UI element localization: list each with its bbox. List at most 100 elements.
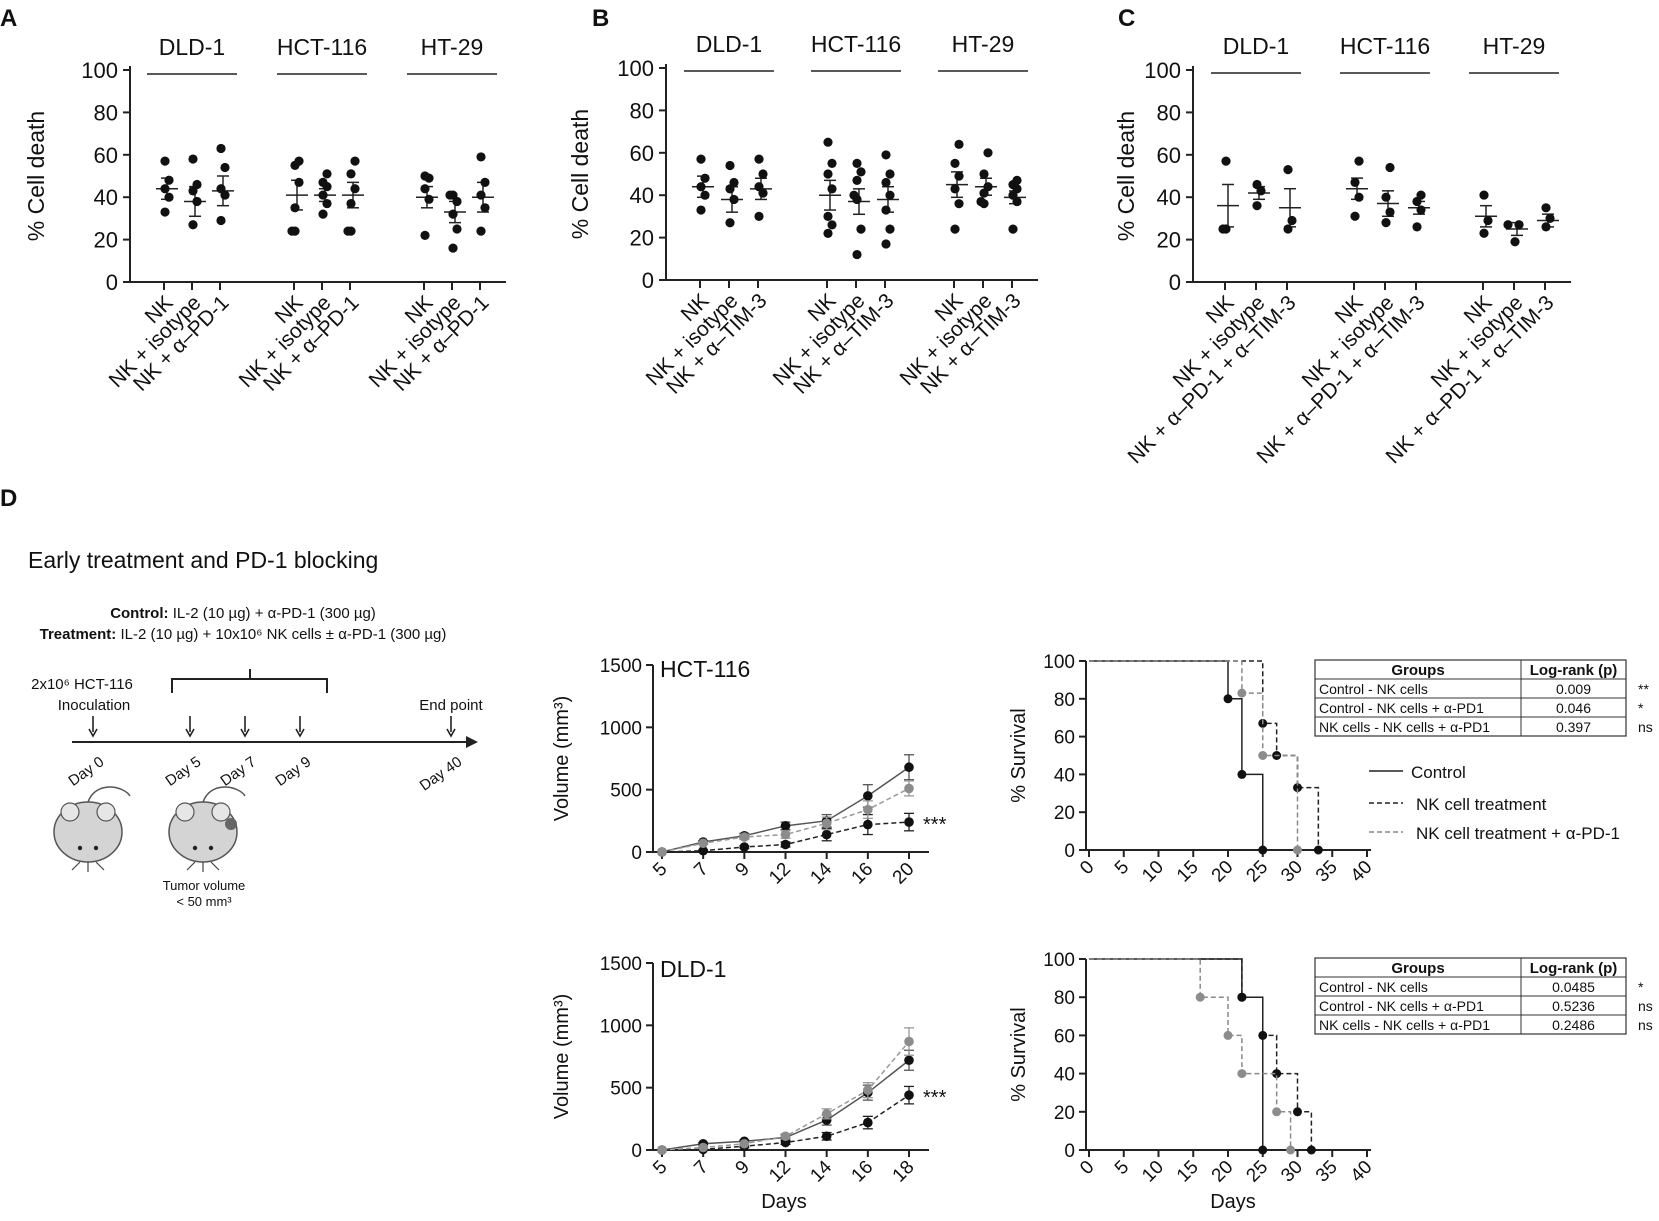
- data-point: [322, 198, 332, 209]
- data-point: [780, 1131, 791, 1142]
- table-cell-significance: ns: [1638, 1017, 1653, 1033]
- data-point: [821, 1131, 832, 1142]
- significance-label: ***: [923, 814, 947, 836]
- x-tick-label: 18: [889, 1157, 919, 1187]
- table-cell-p: 0.0485: [1552, 979, 1595, 995]
- y-tick-label: 60: [94, 143, 118, 168]
- data-point: [424, 194, 434, 204]
- data-point: [216, 143, 226, 154]
- data-point: [983, 148, 993, 158]
- table-cell-p: 0.046: [1556, 700, 1591, 716]
- censor-point: [1272, 1107, 1282, 1117]
- data-point: [780, 821, 791, 831]
- data-point: [821, 1109, 832, 1119]
- table-cell-group: NK cells - NK cells + α-PD1: [1319, 719, 1490, 735]
- y-tick-label: 0: [631, 843, 642, 864]
- timeline-day-label: Day 9: [272, 753, 314, 789]
- x-tick-label: 25: [1242, 857, 1272, 887]
- censor-point: [1286, 1145, 1296, 1155]
- data-point: [1412, 222, 1422, 232]
- censor-point: [1223, 694, 1233, 704]
- survival-curve: [1089, 660, 1264, 850]
- y-tick-label: 0: [1064, 1141, 1075, 1162]
- data-point: [885, 224, 895, 234]
- x-tick-label: 9: [732, 859, 754, 881]
- data-point: [758, 169, 768, 179]
- hct116-volume-chart: 0 500 1000 1500 Volume (mm³) HCT-116 5 7 9 12 14 16…: [551, 656, 947, 888]
- data-point: [1385, 162, 1395, 173]
- table-header-groups: Groups: [1391, 662, 1444, 679]
- data-point: [698, 1142, 708, 1153]
- y-axis-label: % Survival: [1008, 1007, 1030, 1101]
- data-point: [904, 783, 914, 794]
- data-point: [696, 182, 706, 192]
- data-point: [823, 228, 833, 238]
- y-axis-label: % Cell death: [567, 109, 593, 239]
- table-cell-group: Control - NK cells + α-PD1: [1319, 998, 1484, 1014]
- censor-point: [1306, 1145, 1316, 1155]
- x-tick-label: 30: [1277, 857, 1307, 887]
- data-point: [881, 239, 891, 249]
- significance-label: ***: [923, 1087, 947, 1109]
- schema-control: Control: IL-2 (10 µg) + α-PD-1 (300 µg): [110, 605, 376, 622]
- data-point: [729, 194, 739, 205]
- y-tick-label: 20: [630, 226, 654, 251]
- timeline-day-label: Day 7: [217, 753, 259, 789]
- table-cell-group: Control - NK cells + α-PD1: [1319, 700, 1484, 716]
- data-point: [821, 829, 832, 840]
- data-point: [1252, 179, 1262, 190]
- data-point: [739, 832, 750, 842]
- data-point: [160, 207, 170, 217]
- data-point: [1416, 190, 1426, 200]
- y-tick-label: 60: [1157, 143, 1181, 168]
- y-tick-label: 100: [1043, 950, 1075, 971]
- timeline-day-label: Day 5: [162, 753, 204, 789]
- x-tick-label: 9: [732, 1157, 754, 1179]
- x-tick-label: 7: [690, 859, 712, 881]
- chart-title: DLD-1: [660, 956, 726, 982]
- data-point: [954, 171, 964, 181]
- x-tick-label: 0: [1076, 857, 1098, 879]
- data-point: [881, 177, 891, 188]
- timeline-arrowhead: [446, 728, 456, 738]
- data-point: [448, 243, 458, 253]
- legend-label-control: Control: [1411, 763, 1466, 782]
- y-axis-label: Volume (mm³): [551, 696, 573, 822]
- censor-point: [1293, 845, 1302, 855]
- inoculation-line1: 2x10⁶ HCT-116: [31, 676, 133, 693]
- data-point: [1503, 220, 1513, 230]
- data-point: [881, 205, 891, 215]
- y-tick-label: 20: [94, 228, 118, 253]
- table-cell-significance: **: [1638, 681, 1649, 697]
- group-label: HCT-116: [811, 31, 901, 57]
- timeline-arrowhead: [240, 728, 250, 738]
- data-point: [448, 209, 458, 219]
- censor-point: [1293, 783, 1302, 793]
- table-cell-significance: ns: [1638, 998, 1653, 1014]
- survival-curve: [1089, 958, 1264, 1150]
- y-axis-label: % Survival: [1008, 708, 1030, 802]
- y-tick-label: 1500: [600, 656, 642, 677]
- data-point: [420, 184, 430, 194]
- data-point: [294, 156, 304, 166]
- data-point: [1381, 218, 1391, 228]
- data-point: [476, 152, 486, 162]
- table-cell-significance: ns: [1638, 719, 1653, 735]
- data-point: [1012, 175, 1022, 185]
- mouse-icon: [53, 786, 131, 872]
- data-point: [725, 218, 735, 228]
- y-tick-label: 0: [1064, 841, 1075, 862]
- y-tick-label: 100: [1144, 58, 1181, 83]
- group-label: HT-29: [952, 31, 1015, 57]
- data-point: [821, 818, 832, 829]
- group-label: HT-29: [421, 34, 484, 60]
- data-point: [954, 139, 964, 149]
- group-label: DLD-1: [696, 31, 762, 57]
- timeline-arrowhead: [466, 736, 478, 748]
- survival-curve: [1089, 660, 1299, 850]
- legend-label-nk-pd1: NK cell treatment + α-PD-1: [1416, 824, 1620, 843]
- data-point: [904, 1036, 914, 1047]
- data-point: [1283, 224, 1293, 234]
